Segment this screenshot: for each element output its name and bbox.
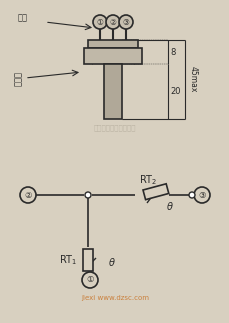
Text: jiexi www.dzsc.com: jiexi www.dzsc.com: [81, 295, 148, 301]
Text: ②: ②: [109, 17, 116, 26]
Text: ③: ③: [197, 191, 205, 200]
Text: θ: θ: [109, 258, 114, 268]
Text: ③: ③: [122, 17, 129, 26]
Circle shape: [93, 15, 106, 29]
Circle shape: [118, 15, 132, 29]
Text: ①: ①: [96, 17, 103, 26]
Text: 杭州格普科技有限公司: 杭州格普科技有限公司: [93, 125, 136, 131]
Text: 45max: 45max: [188, 66, 197, 93]
Bar: [84, 48, 141, 64]
Text: 散热片: 散热片: [14, 70, 23, 86]
Circle shape: [193, 187, 209, 203]
Text: θ: θ: [166, 202, 172, 212]
Circle shape: [20, 187, 36, 203]
Bar: [88, 40, 137, 48]
Text: RT$_2$: RT$_2$: [138, 173, 156, 187]
Bar: [104, 64, 121, 119]
Circle shape: [85, 192, 91, 198]
Circle shape: [188, 192, 194, 198]
Bar: [142, 184, 168, 200]
Text: RT$_1$: RT$_1$: [59, 253, 77, 267]
Text: 20: 20: [169, 87, 180, 96]
Text: 接头: 接头: [18, 14, 28, 23]
Circle shape: [106, 15, 120, 29]
Bar: [83, 249, 93, 271]
Text: ①: ①: [86, 276, 93, 285]
Text: 8: 8: [169, 47, 175, 57]
Circle shape: [82, 272, 98, 288]
Text: ②: ②: [24, 191, 32, 200]
